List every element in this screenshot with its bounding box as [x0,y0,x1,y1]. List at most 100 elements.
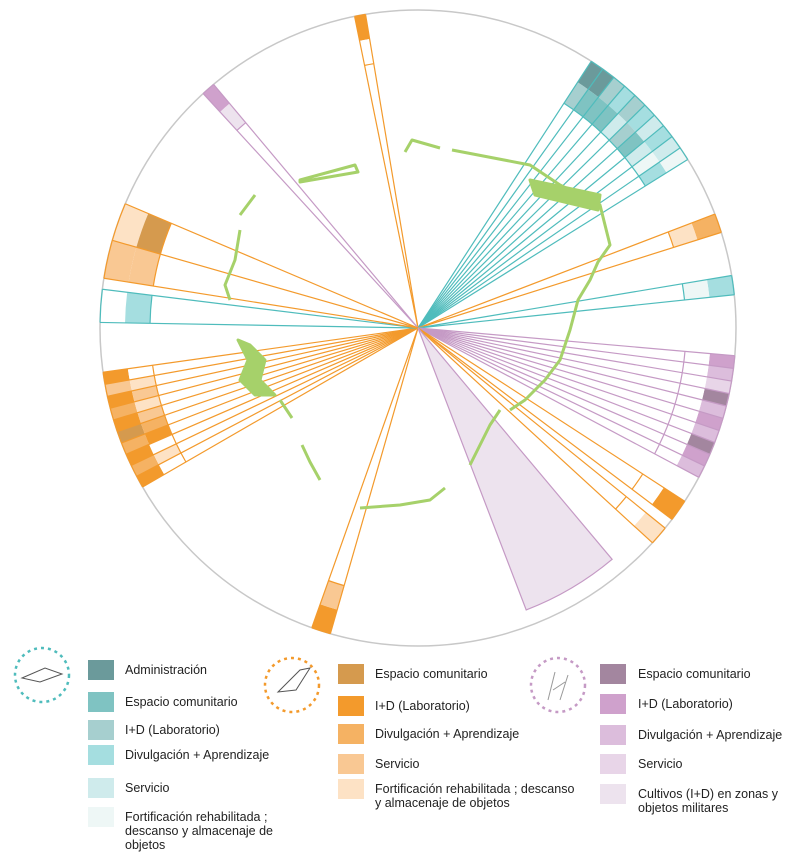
segment [588,69,614,98]
segment [682,279,710,300]
legend-swatch [338,754,364,774]
ray [136,327,419,477]
segment [144,424,173,445]
segment [128,247,161,287]
segment [153,443,181,465]
ray [417,274,732,329]
ray [417,327,715,444]
legend-swatch [600,784,626,804]
ray [311,327,419,628]
segment [609,122,636,149]
ray [213,84,419,329]
segment [634,512,666,543]
ray [417,95,636,329]
segment [137,405,165,424]
segment [652,136,681,163]
legend-swatch [338,724,364,744]
segment [632,151,660,177]
legend-swatch [338,779,364,799]
legend-swatch [600,694,626,714]
segment [615,496,646,526]
segment [608,86,635,114]
ray [417,327,666,529]
ray [100,321,419,329]
ray [102,288,419,329]
segment [100,289,128,323]
ray [417,327,732,382]
segment [577,61,603,90]
legend-swatch [600,754,626,774]
ray [112,239,419,329]
ray [417,327,711,455]
segment [125,292,152,324]
arc [654,351,736,478]
segment [659,434,687,456]
segment [140,415,169,434]
ray [121,327,419,444]
ray [417,327,673,520]
segment [136,213,172,255]
arc [202,83,247,131]
ray [142,327,419,488]
ray [417,327,730,395]
legend-label: I+D (Laboratorio) [375,699,470,713]
legend-label: Espacio comunitario [375,667,488,681]
legend-label: Fortificación rehabilitada ; descanso y … [125,810,274,852]
icon [276,667,312,693]
legend-label: Divulgación + Aprendizaje [638,728,783,742]
legend-label: I+D (Laboratorio) [638,697,733,711]
ray [117,327,419,433]
ray [417,327,735,357]
segment [671,404,699,423]
legend-swatch [88,692,114,712]
segment [706,275,735,298]
ray [364,14,419,329]
legend-swatch [88,720,114,740]
ray [417,68,604,329]
wedges [99,13,736,635]
arc [667,213,722,248]
legend-label: Espacio comunitario [125,695,238,709]
segment [600,113,627,141]
icon-circle [263,656,321,714]
ray [354,16,419,329]
legend-label: Fortificación rehabilitada ; descanso y … [375,782,575,810]
legend-label: Cultivos (I+D) en zonas y objetos milita… [638,787,778,815]
segment [121,433,150,455]
segment [691,422,720,443]
segment [592,105,618,132]
ray [417,85,625,329]
ray [103,327,419,373]
ray [417,125,664,329]
ray [417,327,724,419]
legend-swatch [88,778,114,798]
arc [615,496,666,544]
legend-label: Administración [125,663,207,677]
segment [686,433,715,455]
arc [99,289,153,324]
segment [682,444,710,466]
arc [103,203,172,287]
legend-label: Servicio [125,781,170,795]
segment [676,455,705,478]
ray [417,104,646,329]
ray [417,327,653,544]
ray [417,327,734,370]
ray [417,327,727,407]
segment [682,362,709,377]
legend-label: Divulgación + Aprendizaje [125,748,270,762]
segment [617,95,645,123]
segment [638,162,667,186]
fortification-outline [223,138,612,510]
arc [102,365,187,488]
ray [417,136,673,329]
icon [20,667,64,683]
ray [417,327,720,432]
legend-swatch [88,807,114,827]
segment [131,454,159,477]
segment [110,401,138,420]
segment [126,444,154,466]
segment [702,388,730,407]
